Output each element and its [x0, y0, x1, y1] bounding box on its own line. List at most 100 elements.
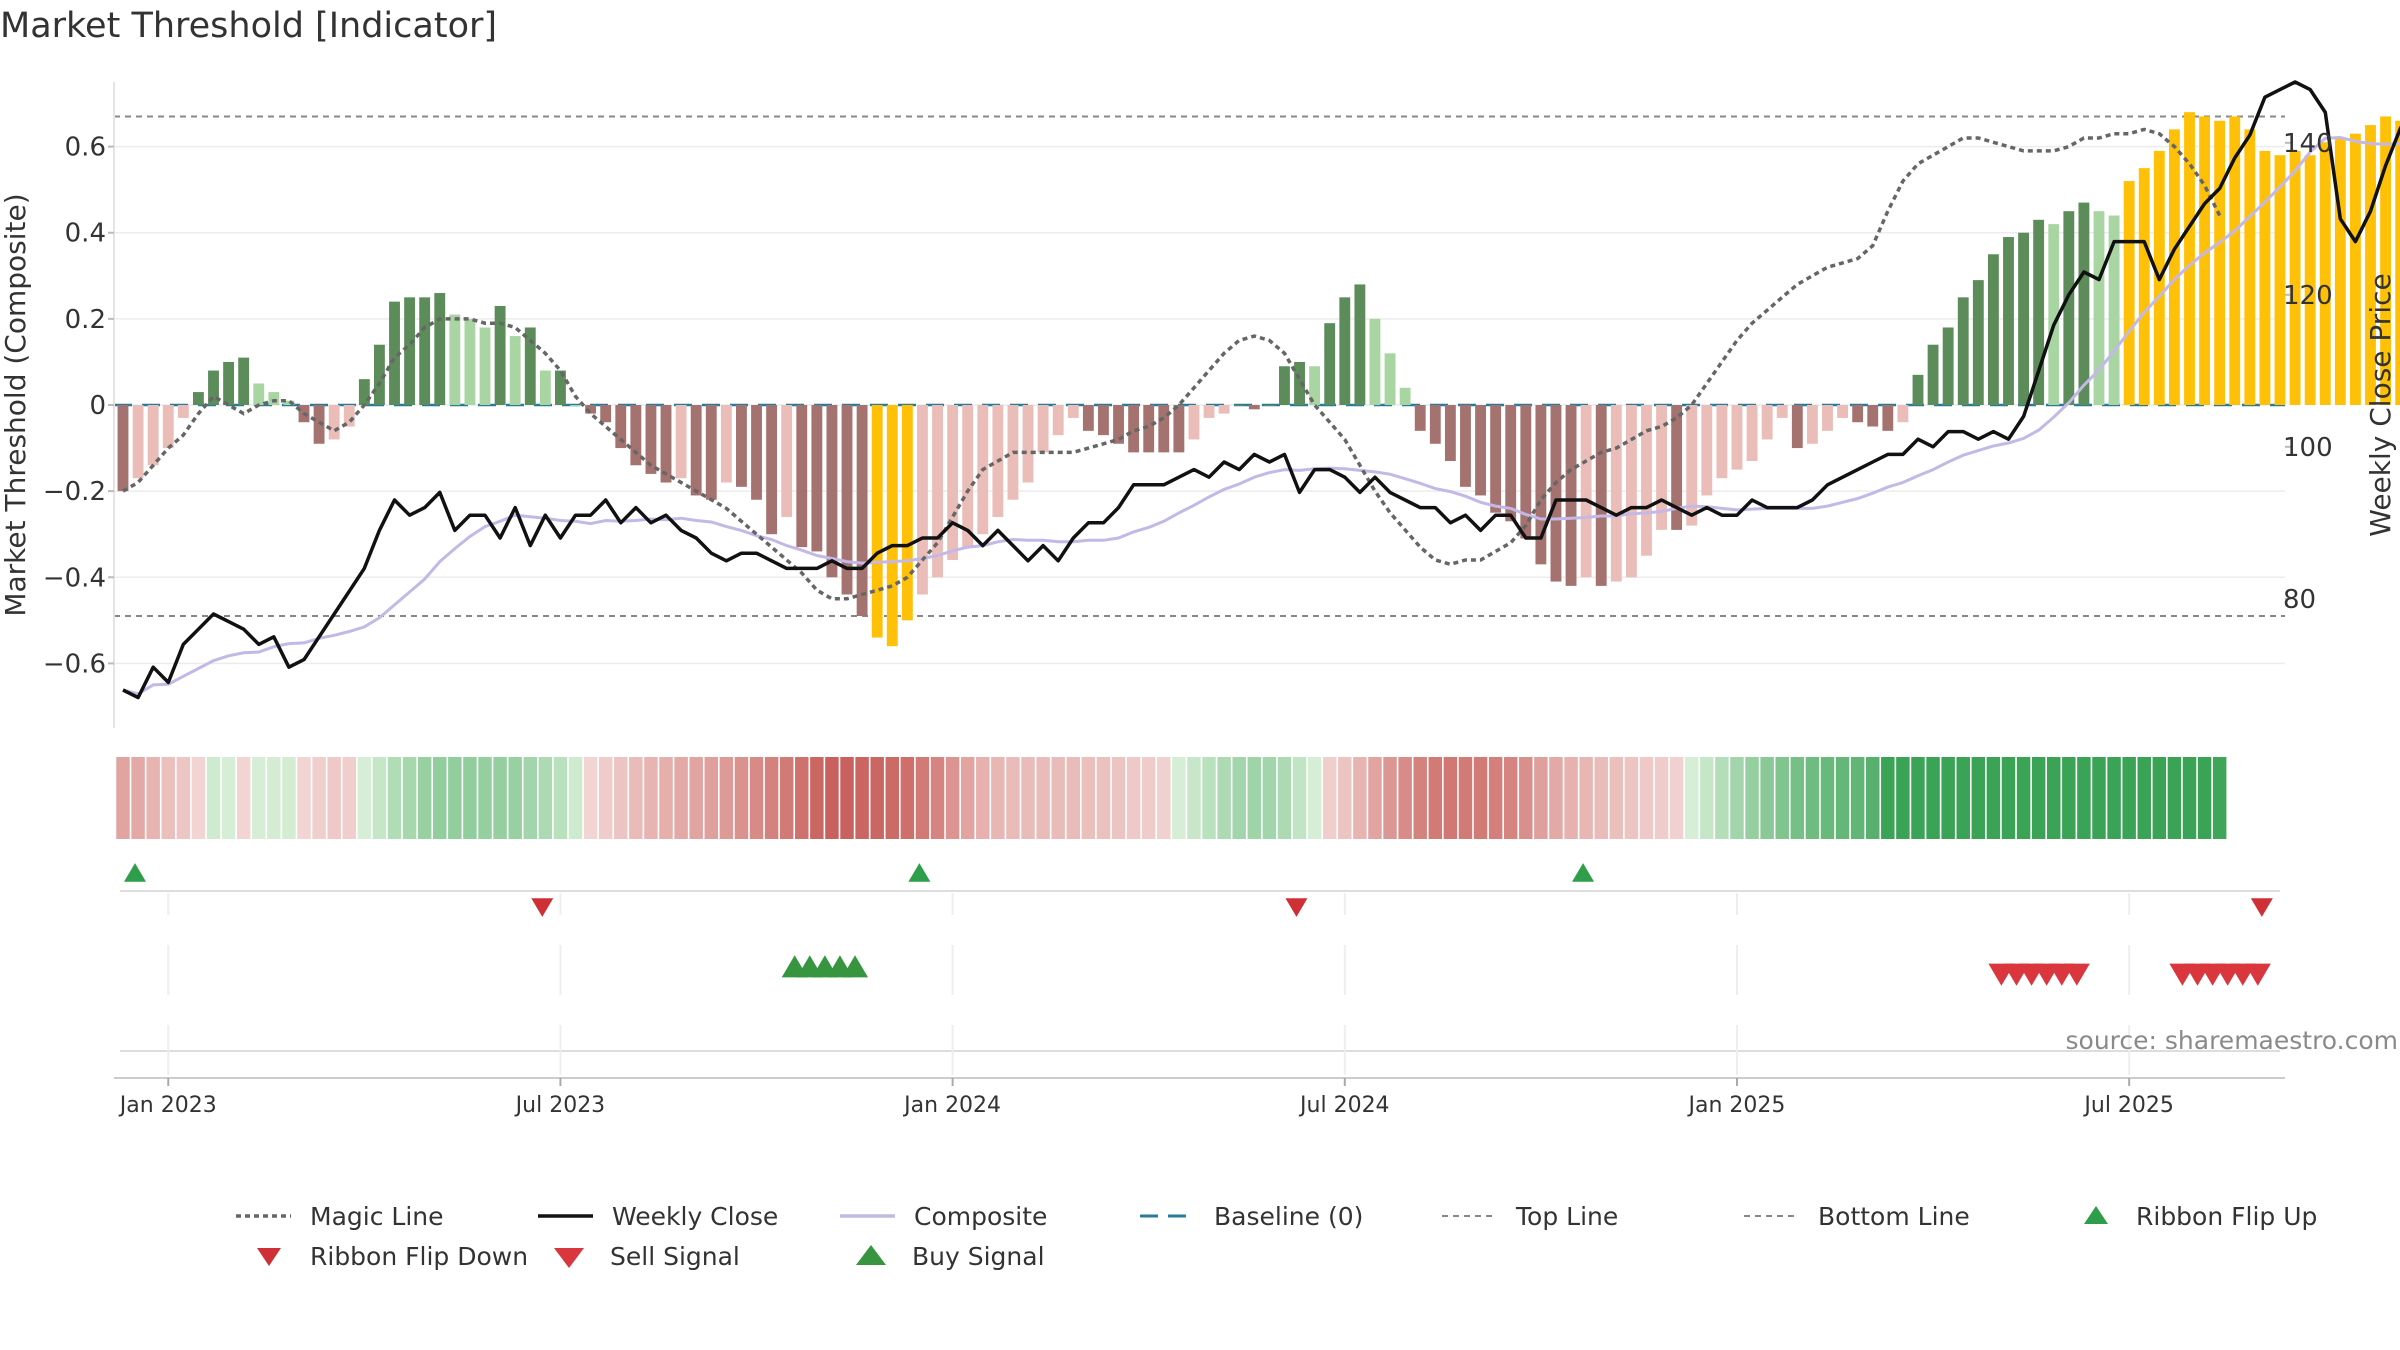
ribbon-flip-up-marker: [908, 863, 931, 882]
ribbon-cell: [915, 757, 930, 839]
composite-bar: [871, 405, 883, 638]
composite-bar: [615, 405, 627, 449]
composite-bar: [2259, 150, 2271, 405]
composite-bar: [1942, 327, 1954, 405]
composite-bar: [389, 301, 400, 405]
ribbon-cell: [1609, 757, 1624, 839]
composite-bar: [1248, 405, 1260, 410]
ribbon-cell: [176, 757, 191, 839]
composite-bar: [1897, 405, 1909, 423]
ribbon-cell: [1835, 757, 1850, 839]
composite-bar: [1218, 405, 1230, 414]
composite-bar: [1776, 405, 1788, 418]
ribbon-cell: [1021, 757, 1035, 839]
ribbon-cell: [1745, 757, 1759, 839]
ribbon-cell: [221, 757, 236, 839]
composite-bar: [2093, 211, 2105, 405]
ribbon-cell: [1383, 757, 1397, 839]
composite-bar: [1143, 405, 1155, 453]
ribbon-cell: [568, 757, 583, 839]
ribbon-cell: [1684, 757, 1699, 839]
ribbon-flip-up-marker: [124, 863, 146, 882]
composite-bars: [117, 112, 2400, 647]
ribbon-cell: [900, 757, 915, 839]
ribbon-cell: [2046, 757, 2061, 839]
legend-item-magic: Magic Line: [236, 1202, 444, 1231]
composite-bar: [449, 314, 461, 405]
ribbon-cell: [1594, 757, 1608, 839]
composite-bar: [328, 405, 340, 440]
x-tick-label: Jul 2024: [1298, 1093, 1390, 1118]
composite-bar: [2018, 232, 2030, 405]
composite-bar: [1098, 405, 1109, 436]
x-tick-label: Jul 2025: [2082, 1093, 2174, 1118]
ribbon-cell: [1036, 757, 1050, 839]
ribbon-cell: [1911, 757, 1925, 839]
legend-item-bottom: Bottom Line: [1744, 1202, 1970, 1231]
composite-bar: [2319, 142, 2331, 405]
ribbon-cell: [825, 757, 839, 839]
left-tick-label: 0.2: [65, 305, 106, 335]
composite-bar: [2274, 155, 2286, 405]
ribbon-cell: [1081, 757, 1096, 839]
composite-bar: [343, 405, 355, 427]
composite-bar: [630, 405, 642, 466]
left-tick-label: 0: [89, 391, 106, 421]
ribbon-cell: [312, 757, 326, 839]
left-axis-ticks: 0.6 0.4 0.2 0 −0.2 −0.4 −0.6: [43, 133, 114, 679]
composite-bar: [2214, 120, 2226, 405]
composite-bar: [1761, 405, 1773, 440]
legend-label: Composite: [914, 1202, 1047, 1231]
composite-bar: [1309, 366, 1321, 405]
composite-bar: [1625, 405, 1637, 578]
ribbon-cell: [267, 757, 281, 839]
composite-bar: [1233, 405, 1245, 406]
right-tick-label: 100: [2283, 433, 2333, 463]
composite-bar: [1671, 405, 1683, 530]
ribbon-cell: [1473, 757, 1488, 839]
legend-item-sell: Sell Signal: [554, 1242, 740, 1271]
ribbon-cell: [2122, 757, 2136, 839]
ribbon-cell: [2137, 757, 2151, 839]
composite-bar: [1716, 405, 1728, 479]
ribbon-cell: [1488, 757, 1503, 839]
ribbon-cell: [1006, 757, 1020, 839]
composite-bar: [2380, 116, 2392, 405]
composite-bar: [1987, 254, 1999, 405]
legend-swatch: [2084, 1206, 2108, 1224]
composite-bar: [2063, 211, 2075, 405]
composite-bar: [796, 405, 808, 548]
ribbon-cell: [1865, 757, 1880, 839]
ribbon-cell: [538, 757, 553, 839]
ribbon-cell: [1338, 757, 1352, 839]
ribbon-cell: [1700, 757, 1714, 839]
ribbon-cell: [342, 757, 357, 839]
composite-bar: [1912, 374, 1924, 405]
ribbon-cell: [779, 757, 794, 839]
legend-label: Baseline (0): [1214, 1202, 1363, 1231]
ribbon-cell: [1926, 757, 1940, 839]
composite-line: [122, 135, 2400, 696]
composite-bar: [690, 405, 702, 496]
legend-swatch: [554, 1248, 584, 1268]
ribbon-cell: [493, 757, 507, 839]
composite-bar: [1082, 405, 1094, 431]
ribbon-cell: [448, 757, 462, 839]
composite-bar: [132, 405, 144, 479]
composite-bar: [464, 318, 476, 405]
ribbon-cell: [1956, 757, 1970, 839]
composite-bar: [1550, 405, 1562, 582]
composite-bar: [1429, 405, 1441, 444]
composite-bar: [766, 405, 778, 535]
ribbon-cell: [659, 757, 673, 839]
ribbon-cell: [433, 757, 447, 839]
ribbon-cell: [1322, 757, 1337, 839]
ribbon-cell: [2001, 757, 2016, 839]
composite-bar: [1188, 405, 1200, 440]
composite-bar: [419, 297, 431, 405]
composite-bar: [2138, 168, 2150, 405]
composite-bar: [539, 370, 551, 405]
ribbon-cell: [1217, 757, 1231, 839]
left-tick-label: 0.4: [65, 219, 106, 249]
